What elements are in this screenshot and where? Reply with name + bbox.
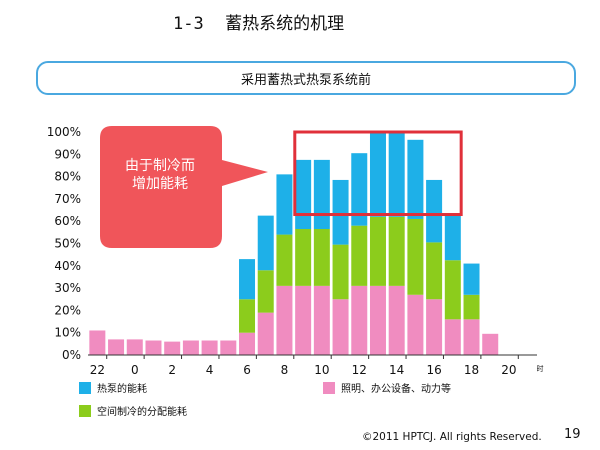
x-tick-label: 12: [352, 363, 367, 377]
bar-segment: [126, 339, 143, 355]
legend-label-heatpump: 热泵的能耗: [97, 384, 147, 395]
bar-segment: [295, 285, 312, 355]
bar-segment: [257, 215, 274, 271]
bar-segment: [276, 285, 293, 355]
y-tick-label: 90%: [54, 147, 81, 161]
y-tick-label: 40%: [54, 259, 81, 273]
y-tick-label: 0%: [62, 348, 81, 362]
legend-swatch-lighting: [323, 381, 335, 394]
bar-segment: [332, 299, 349, 355]
x-tick-label: 22: [90, 363, 105, 377]
y-tick-label: 100%: [47, 125, 81, 139]
bar-segment: [164, 341, 181, 355]
bar-segment: [426, 179, 443, 243]
y-tick-label: 80%: [54, 170, 81, 184]
bar-segment: [313, 159, 330, 230]
bar-segment: [295, 229, 312, 286]
bar-segment: [444, 214, 461, 261]
bar-segment: [407, 218, 424, 295]
bar-segment: [369, 216, 386, 286]
bar-segment: [369, 285, 386, 355]
bar-segment: [351, 153, 368, 226]
page-number: 19: [564, 427, 581, 442]
x-tick-label: 16: [426, 363, 441, 377]
y-tick-label: 20%: [54, 303, 81, 317]
callout-text: 增加能耗: [132, 176, 188, 192]
x-tick-label: 8: [281, 363, 289, 377]
x-unit-label: 时: [537, 364, 544, 373]
bar-segment: [145, 340, 162, 355]
slide-title-text: 蓄热系统的机理: [225, 14, 345, 34]
x-tick-label: 4: [206, 363, 214, 377]
bar-segment: [482, 333, 499, 355]
bar-segment: [276, 174, 293, 235]
y-tick-label: 10%: [54, 326, 81, 340]
bar-segment: [220, 340, 237, 355]
bar-segment: [276, 234, 293, 286]
y-tick-label: 70%: [54, 192, 81, 206]
y-tick-label: 30%: [54, 281, 81, 295]
bar-segment: [257, 270, 274, 313]
bar-segment: [332, 244, 349, 300]
bar-segment: [444, 319, 461, 355]
legend-swatch-heatpump: [79, 381, 91, 394]
x-tick-label: 18: [464, 363, 479, 377]
bar-segment: [407, 294, 424, 355]
x-tick-label: 10: [314, 363, 329, 377]
bar-segment: [295, 159, 312, 230]
slide-number: 1-3: [173, 14, 204, 34]
y-tick-label: 50%: [54, 237, 81, 251]
bar-segment: [463, 263, 480, 295]
x-tick-label: 20: [501, 363, 516, 377]
callout-bubble: [100, 126, 268, 248]
legend-label-lighting: 照明、办公设备、动力等: [341, 384, 451, 395]
highlight-box: [293, 130, 463, 217]
legend-item-distribution: 空间制冷的分配能耗: [79, 403, 187, 418]
x-tick-label: 2: [168, 363, 176, 377]
bar-segment: [182, 340, 199, 355]
x-tick-label: 14: [389, 363, 404, 377]
x-tick-label: 6: [243, 363, 251, 377]
bar-segment: [388, 285, 405, 355]
bar-segment: [463, 294, 480, 320]
legend-label-distribution: 空间制冷的分配能耗: [97, 407, 187, 418]
bar-segment: [426, 242, 443, 300]
bar-segment: [108, 339, 125, 355]
bar-segment: [313, 229, 330, 286]
bar-segment: [89, 330, 106, 355]
copyright-footer: ©2011 HPTCJ. All rights Reserved.: [362, 431, 542, 443]
legend-swatch-distribution: [79, 404, 91, 417]
bar-segment: [463, 319, 480, 355]
bar-segment: [313, 285, 330, 355]
bar-segment: [257, 312, 274, 355]
slide-title: 1-3 蓄热系统的机理: [173, 12, 344, 36]
bar-segment: [388, 133, 405, 217]
subtitle-box: 采用蓄热式热泵系统前: [36, 61, 576, 95]
bar-segment: [239, 299, 256, 333]
bar-segment: [444, 260, 461, 320]
bar-segment: [388, 216, 405, 286]
bar-segment: [239, 259, 256, 300]
bar-segment: [426, 299, 443, 355]
legend-item-lighting: 照明、办公设备、动力等: [323, 380, 451, 395]
bar-segment: [332, 179, 349, 245]
bar-segment: [201, 340, 218, 355]
x-tick-label: 0: [131, 363, 139, 377]
bar-segment: [239, 332, 256, 355]
bar-segment: [407, 139, 424, 219]
bar-segment: [351, 285, 368, 355]
y-tick-label: 60%: [54, 214, 81, 228]
bar-segment: [351, 225, 368, 286]
callout-text: 由于制冷而: [125, 158, 195, 174]
chart-subtitle: 采用蓄热式热泵系统前: [240, 72, 371, 88]
bar-segment: [369, 133, 386, 217]
legend-item-heatpump: 热泵的能耗: [79, 380, 147, 395]
